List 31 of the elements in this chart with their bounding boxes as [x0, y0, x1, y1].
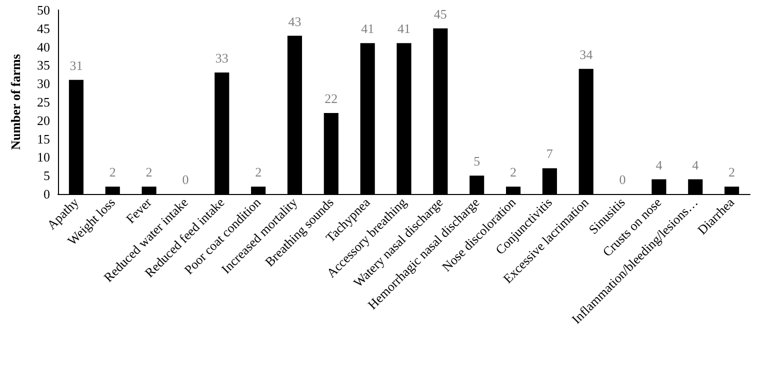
y-axis-title: Number of farms — [8, 54, 23, 150]
data-label: 31 — [70, 58, 83, 73]
y-tick-label: 40 — [37, 39, 50, 54]
data-label: 4 — [692, 157, 700, 172]
data-label: 0 — [182, 172, 189, 187]
data-label: 45 — [434, 6, 447, 22]
y-tick-label: 0 — [44, 186, 50, 202]
data-label: 22 — [324, 91, 338, 106]
data-label: 7 — [546, 146, 554, 162]
data-label: 41 — [398, 21, 410, 36]
y-tick-label: 50 — [37, 2, 50, 18]
data-label: 2 — [109, 164, 116, 180]
y-tick-label: 5 — [44, 168, 50, 184]
data-label: 2 — [510, 164, 517, 180]
data-label: 0 — [619, 172, 626, 187]
y-tick-label: 10 — [37, 150, 50, 165]
data-label: 2 — [255, 164, 262, 180]
y-tick-label: 15 — [37, 131, 50, 146]
data-label: 41 — [361, 21, 374, 36]
data-label: 43 — [288, 14, 302, 29]
data-label: 34 — [580, 46, 594, 62]
data-label: 5 — [474, 154, 480, 169]
data-label: 33 — [215, 50, 228, 66]
data-label: 2 — [146, 164, 152, 180]
data-label: 4 — [656, 157, 663, 172]
y-tick-label: 35 — [37, 58, 50, 73]
y-tick-label: 25 — [37, 94, 50, 110]
y-tick-label: 45 — [37, 20, 50, 36]
y-tick-label: 30 — [37, 76, 50, 92]
y-tick-label: 20 — [37, 112, 50, 128]
data-label: 2 — [728, 164, 736, 180]
